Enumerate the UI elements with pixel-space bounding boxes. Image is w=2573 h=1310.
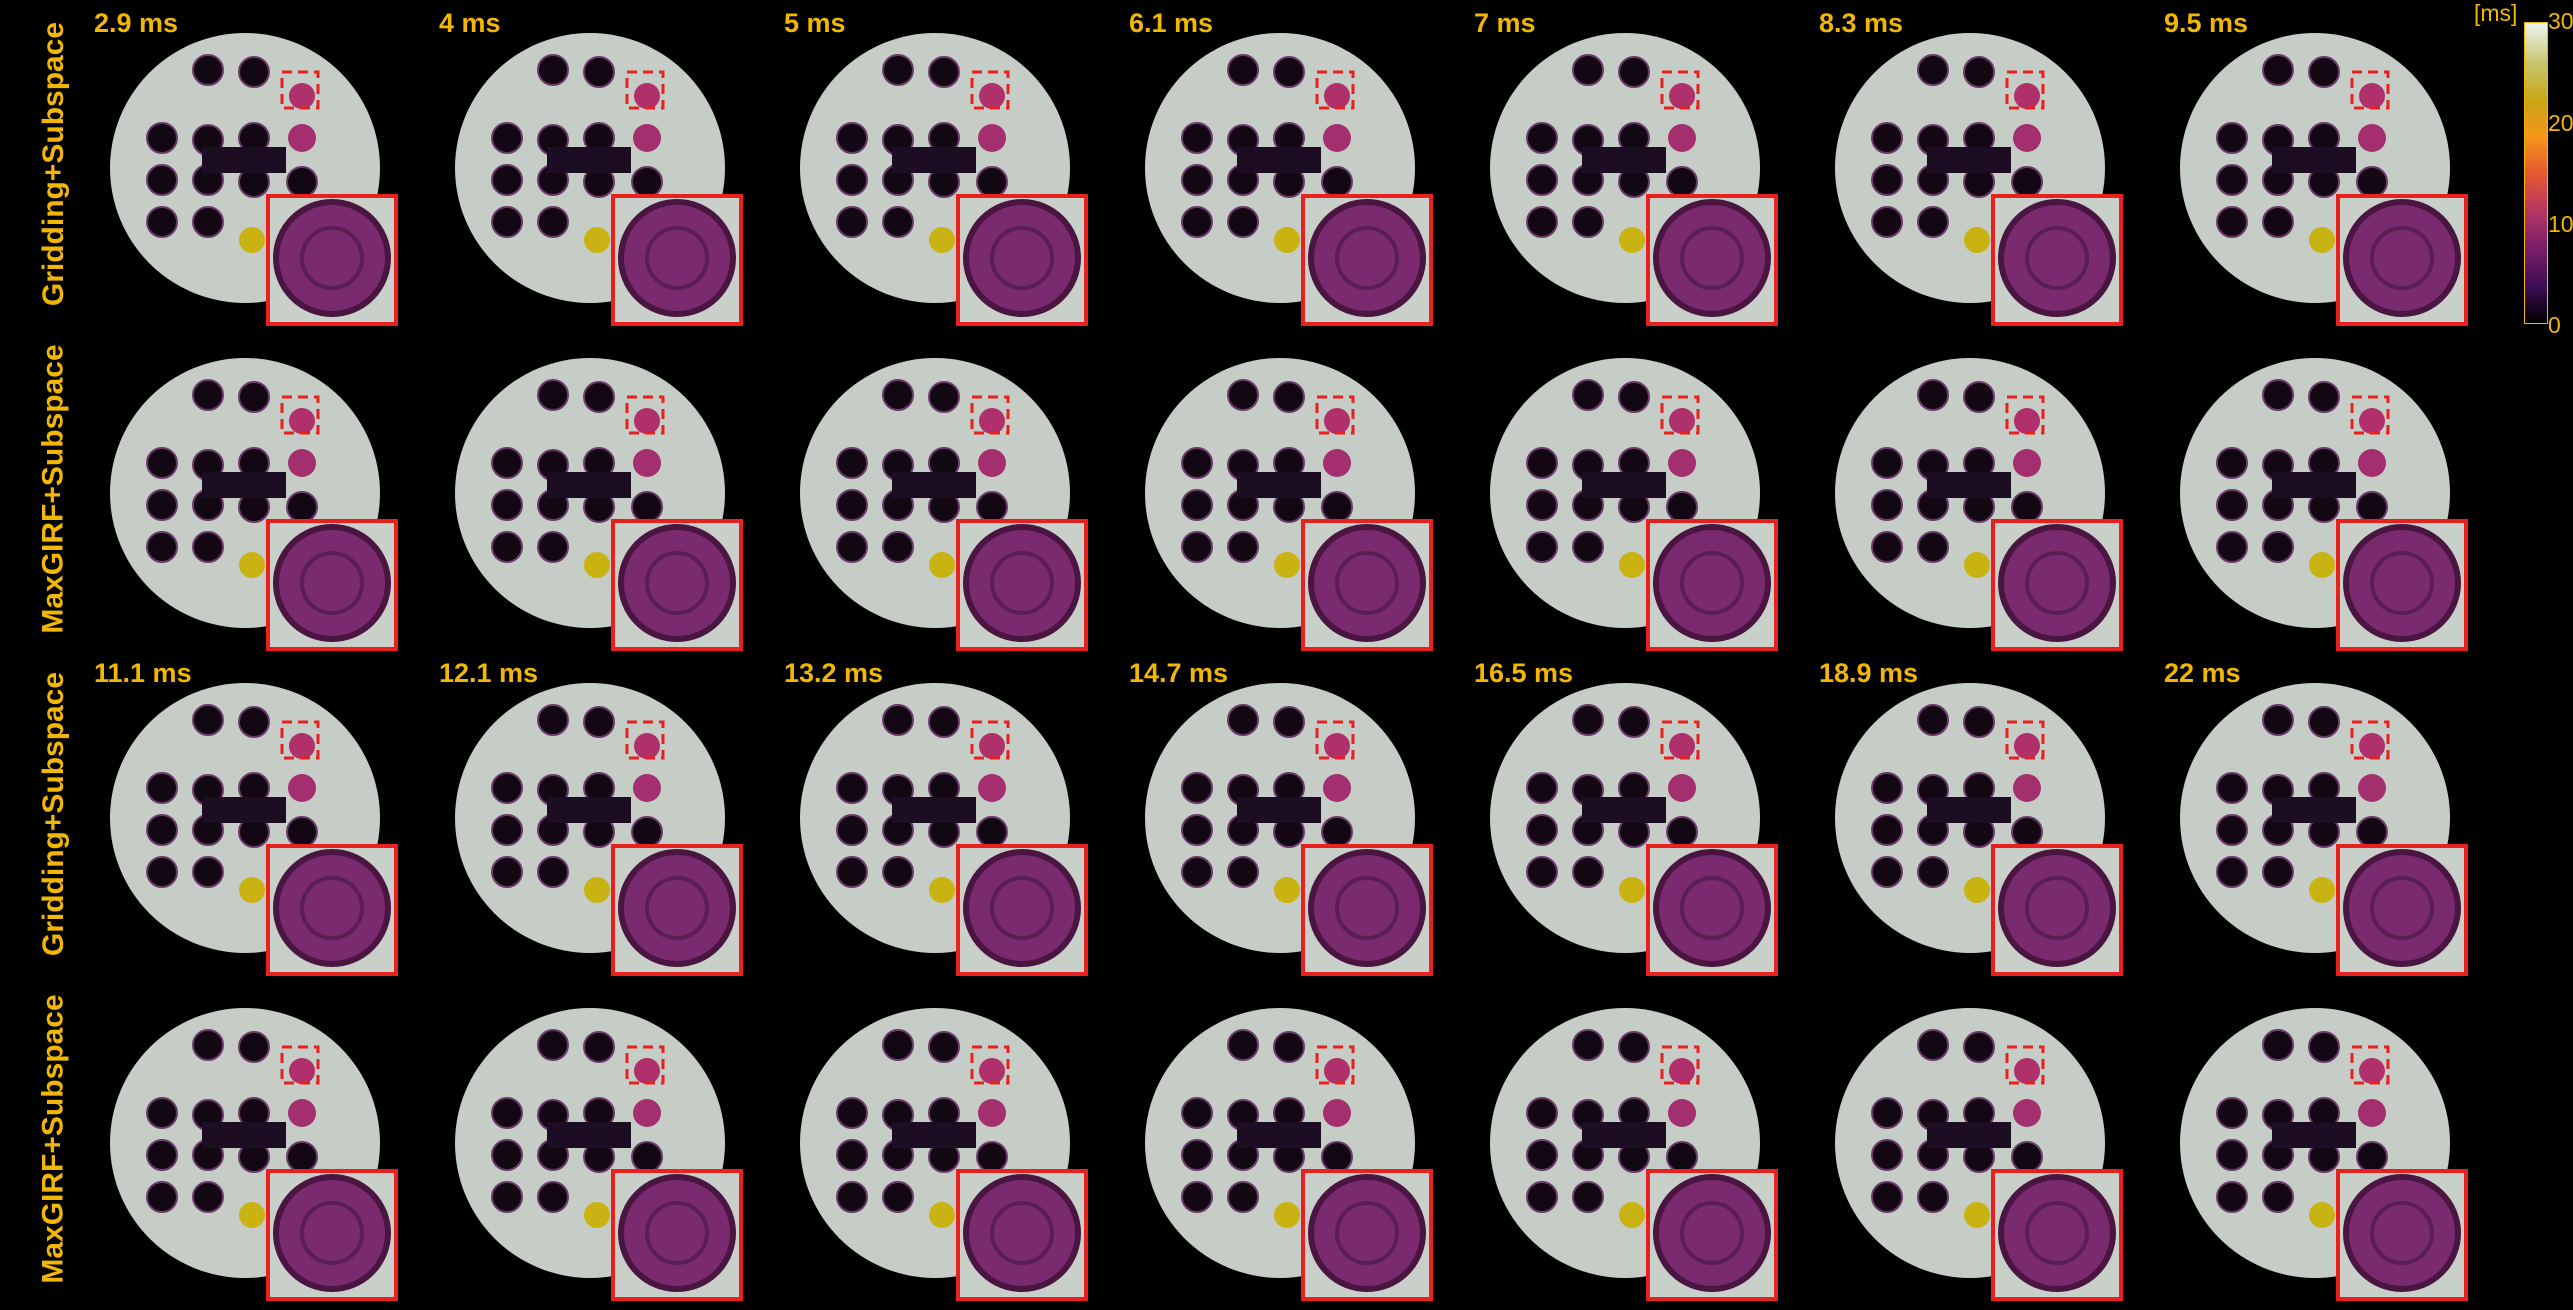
phantom-tile — [1815, 985, 2145, 1310]
phantom-tile: 18.9 ms — [1815, 658, 2145, 985]
phantom-image — [2180, 683, 2468, 976]
phantom-tile: 5 ms — [780, 8, 1110, 335]
echo-time-label: 7 ms — [1474, 8, 1536, 38]
colorbar-gradient — [2524, 22, 2548, 324]
phantom-tile — [1125, 335, 1455, 660]
colorbar-tick: 2000 — [2548, 110, 2573, 136]
phantom-image — [1835, 1008, 2123, 1301]
phantom-tile: 11.1 ms — [90, 658, 420, 985]
phantom-image — [1835, 358, 2123, 651]
phantom-tile — [90, 985, 420, 1310]
phantom-tile — [780, 985, 1110, 1310]
phantom-image — [110, 33, 398, 326]
phantom-image — [1490, 1008, 1778, 1301]
phantom-image — [1145, 33, 1433, 326]
row-label: Gridding+Subspace — [37, 21, 71, 307]
phantom-tile: 12.1 ms — [435, 658, 765, 985]
colorbar-unit: [ms] — [2474, 0, 2518, 26]
phantom-image — [455, 683, 743, 976]
phantom-image — [2180, 358, 2468, 651]
phantom-image — [1145, 358, 1433, 651]
phantom-tile: 2.9 ms — [90, 8, 420, 335]
row-label: Gridding+Subspace — [37, 671, 71, 957]
echo-time-label: 5 ms — [784, 8, 846, 38]
echo-time-label: 11.1 ms — [94, 658, 192, 688]
echo-time-label: 16.5 ms — [1474, 658, 1574, 688]
echo-time-label: 12.1 ms — [439, 658, 539, 688]
phantom-tile: 16.5 ms — [1470, 658, 1800, 985]
phantom-image — [110, 358, 398, 651]
echo-time-label: 13.2 ms — [784, 658, 884, 688]
row-label: MaxGIRF+Subspace — [37, 344, 71, 634]
colorbar-tick: 3000 — [2548, 8, 2573, 34]
phantom-image — [1835, 33, 2123, 326]
phantom-image — [455, 358, 743, 651]
phantom-tile: 6.1 ms — [1125, 8, 1455, 335]
echo-time-label: 8.3 ms — [1819, 8, 1904, 38]
phantom-tile: 13.2 ms — [780, 658, 1110, 985]
phantom-image — [1145, 683, 1433, 976]
phantom-tile — [435, 335, 765, 660]
echo-time-label: 2.9 ms — [94, 8, 179, 38]
phantom-image — [800, 1008, 1088, 1301]
echo-time-label: 4 ms — [439, 8, 501, 38]
phantom-image — [110, 1008, 398, 1301]
phantom-image — [800, 683, 1088, 976]
echo-time-label: 6.1 ms — [1129, 8, 1214, 38]
phantom-image — [110, 683, 398, 976]
phantom-image — [1490, 683, 1778, 976]
phantom-image — [455, 1008, 743, 1301]
phantom-image — [800, 33, 1088, 326]
phantom-image — [1145, 1008, 1433, 1301]
echo-time-label: 18.9 ms — [1819, 658, 1919, 688]
phantom-image — [1490, 358, 1778, 651]
row-label: MaxGIRF+Subspace — [37, 994, 71, 1284]
colorbar — [2524, 22, 2548, 324]
echo-time-label: 14.7 ms — [1129, 658, 1229, 688]
phantom-image — [455, 33, 743, 326]
phantom-tile — [435, 985, 765, 1310]
phantom-image — [2180, 33, 2468, 326]
echo-time-label: 9.5 ms — [2164, 8, 2249, 38]
colorbar-tick: 1000 — [2548, 211, 2573, 237]
phantom-tile — [2160, 335, 2490, 660]
phantom-tile — [1815, 335, 2145, 660]
phantom-tile — [780, 335, 1110, 660]
phantom-tile: 22 ms — [2160, 658, 2490, 985]
phantom-tile: 4 ms — [435, 8, 765, 335]
phantom-tile: 14.7 ms — [1125, 658, 1455, 985]
phantom-image — [1490, 33, 1778, 326]
phantom-tile — [1125, 985, 1455, 1310]
phantom-tile — [90, 335, 420, 660]
phantom-tile: 7 ms — [1470, 8, 1800, 335]
phantom-image — [1835, 683, 2123, 976]
phantom-image — [2180, 1008, 2468, 1301]
phantom-tile — [1470, 335, 1800, 660]
phantom-tile — [2160, 985, 2490, 1310]
colorbar-tick: 0 — [2548, 312, 2561, 338]
phantom-tile — [1470, 985, 1800, 1310]
phantom-image — [800, 358, 1088, 651]
phantom-tile: 9.5 ms — [2160, 8, 2490, 335]
phantom-tile: 8.3 ms — [1815, 8, 2145, 335]
echo-time-label: 22 ms — [2164, 658, 2241, 688]
